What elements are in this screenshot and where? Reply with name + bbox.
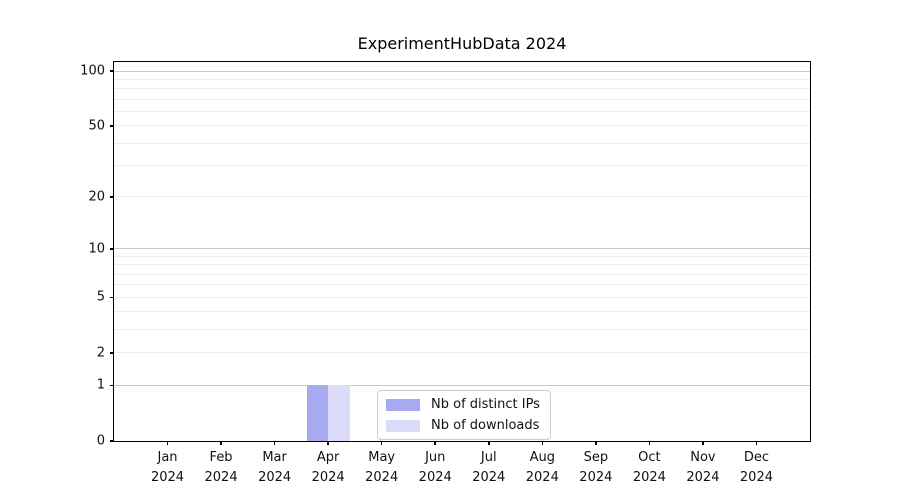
gridline-minor (114, 352, 810, 354)
x-tick-year: 2024 (258, 469, 292, 485)
x-tick-year: 2024 (686, 469, 720, 485)
x-tick-label: Apr 2024 (292, 448, 364, 487)
legend: Nb of distinct IPs Nb of downloads (377, 390, 551, 440)
y-tick (110, 384, 114, 387)
gridline-minor (114, 255, 810, 257)
x-tick (273, 441, 276, 445)
plot-area: Nb of distinct IPs Nb of downloads 0 1 2 5 10… (80, 61, 811, 485)
legend-label: Nb of downloads (431, 418, 540, 433)
legend-entry: Nb of downloads (386, 418, 540, 433)
x-tick-year: 2024 (418, 469, 452, 485)
gridline-minor (114, 78, 810, 80)
y-tick-label: 2 (96, 345, 105, 361)
x-tick-month: Oct (638, 450, 661, 465)
x-tick-month: Nov (690, 450, 716, 465)
gridline-minor (114, 196, 810, 198)
y-tick-label: 100 (80, 63, 105, 79)
y-tick-label: 1 (96, 377, 105, 393)
y-tick (110, 70, 114, 72)
x-tick-month: Feb (209, 450, 233, 465)
gridline-major (114, 384, 810, 386)
x-tick-year: 2024 (311, 469, 345, 485)
legend-swatch-icon (386, 419, 420, 432)
y-tick (110, 125, 114, 127)
x-tick-label: Dec 2024 (720, 448, 792, 487)
x-tick-year: 2024 (525, 469, 559, 485)
x-tick (648, 441, 651, 445)
x-tick-month: Jun (425, 450, 446, 465)
x-tick-label: Oct 2024 (613, 448, 685, 487)
y-tick (110, 196, 114, 198)
x-tick-year: 2024 (632, 469, 666, 485)
legend-label: Nb of distinct IPs (431, 397, 540, 412)
y-tick (110, 296, 114, 299)
x-tick-label: Jan 2024 (132, 448, 204, 487)
y-tick-label: 50 (88, 118, 105, 134)
x-tick-month: Jul (480, 450, 497, 465)
gridline-minor (114, 98, 810, 100)
gridline-minor (114, 125, 810, 127)
x-tick (380, 441, 383, 445)
gridline-minor (114, 165, 810, 167)
y-tick (110, 440, 114, 442)
x-tick-label: Jun 2024 (399, 448, 471, 487)
x-tick-month: Jan (157, 450, 178, 465)
x-tick (434, 441, 436, 445)
y-tick (110, 248, 114, 250)
x-tick-year: 2024 (204, 469, 238, 485)
bar-nb-of-distinct-ips (306, 385, 329, 441)
gridline-minor (114, 110, 810, 112)
x-tick (488, 441, 490, 445)
gridline-minor (114, 329, 810, 331)
x-tick-label: Mar 2024 (239, 448, 311, 487)
y-tick-label: 10 (88, 241, 105, 257)
gridline-minor (114, 142, 810, 144)
gridline-minor (114, 284, 810, 286)
y-tick-label: 0 (96, 433, 105, 449)
y-tick-label: 5 (96, 289, 105, 305)
gridline-minor (114, 273, 810, 275)
x-tick-label: Aug 2024 (506, 448, 578, 487)
x-tick-label: Sep 2024 (560, 448, 632, 487)
gridline-minor (114, 264, 810, 266)
y-tick-label: 20 (88, 189, 105, 205)
x-tick (702, 441, 704, 445)
x-tick-label: Nov 2024 (667, 448, 739, 487)
x-tick (541, 441, 544, 445)
x-tick (327, 441, 329, 445)
gridline-minor (114, 296, 810, 298)
gridline-minor (114, 311, 810, 313)
x-tick (755, 441, 758, 445)
gridline-major (114, 248, 810, 250)
x-tick-month: Apr (316, 450, 340, 465)
x-tick-year: 2024 (579, 469, 613, 485)
x-tick-month: Dec (743, 450, 770, 465)
x-tick-month: Sep (583, 450, 609, 465)
x-tick-month: Mar (262, 450, 287, 465)
legend-entry: Nb of distinct IPs (386, 397, 540, 412)
bar-nb-of-downloads (328, 385, 350, 441)
gridline-major (114, 70, 810, 72)
x-tick-year: 2024 (472, 469, 506, 485)
x-tick-year: 2024 (365, 469, 399, 485)
legend-swatch-icon (386, 398, 420, 411)
gridline-minor (114, 88, 810, 90)
x-tick (166, 441, 169, 445)
x-tick-label: Feb 2024 (185, 448, 257, 487)
x-tick-label: May 2024 (346, 448, 418, 487)
x-tick-year: 2024 (150, 469, 185, 485)
x-tick (595, 441, 597, 445)
x-tick-month: May (368, 450, 396, 465)
x-tick-month: Aug (529, 450, 555, 465)
x-tick-label: Jul 2024 (453, 448, 525, 487)
y-tick (110, 352, 114, 354)
x-tick-year: 2024 (739, 469, 773, 485)
chart-title: ExperimentHubData 2024 (357, 34, 567, 53)
x-tick (220, 441, 222, 445)
